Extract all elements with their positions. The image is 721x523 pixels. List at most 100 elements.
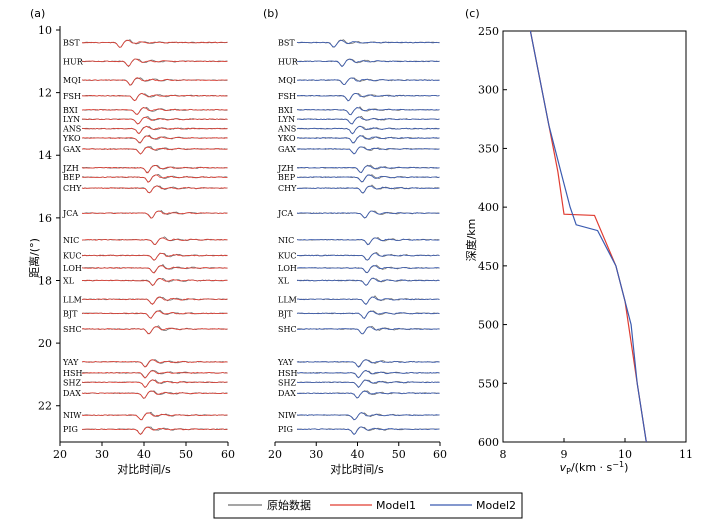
panel-b-station-label: FSH bbox=[278, 92, 296, 101]
panel-b-model-trace bbox=[297, 107, 440, 116]
panel-b-xtick-label: 40 bbox=[351, 448, 365, 461]
legend-observed-label: 原始数据 bbox=[267, 498, 311, 512]
panel-b-model-trace bbox=[296, 252, 440, 261]
panel-a-station-label: LYN bbox=[63, 115, 80, 124]
panel-b-model-trace bbox=[296, 369, 440, 379]
panel-c-plot: 8 9 10 11 250 300 350 400 450 500 550 600 bbox=[478, 25, 693, 461]
panel-b-model-trace bbox=[296, 210, 440, 219]
panel-b-model-trace bbox=[296, 412, 440, 421]
panel-a-observed-trace bbox=[81, 116, 228, 125]
panel-a-observed-trace bbox=[82, 236, 228, 245]
panel-b-xtick-label: 50 bbox=[392, 448, 406, 461]
panel-a-xtick-label: 50 bbox=[179, 448, 193, 461]
panel-a-ytick-label: 20 bbox=[38, 337, 52, 350]
panel-b-observed-trace bbox=[296, 106, 440, 116]
panel-a-model-trace bbox=[81, 326, 228, 335]
panel-b-xtick-label: 20 bbox=[268, 448, 282, 461]
panel-a-station-label: SHC bbox=[63, 325, 82, 334]
panel-b-model-trace bbox=[296, 185, 440, 194]
panel-b-station-label: BXI bbox=[278, 106, 293, 115]
legend: 原始数据 Model1 Model2 bbox=[213, 492, 523, 519]
panel-b-model-trace bbox=[296, 174, 440, 183]
panel-c-xtick-label: 10 bbox=[618, 448, 632, 461]
panel-b-model-trace bbox=[296, 265, 440, 273]
panel-a-plot: 20 30 40 50 6010121416182022BSTHURMQIFSHBXIL… bbox=[38, 24, 235, 461]
panel-c-xlabel: vP/(km · s−1) bbox=[560, 460, 629, 476]
panel-a-observed-trace bbox=[81, 164, 228, 173]
panel-b-station-label: ANS bbox=[277, 125, 296, 134]
panel-a-station-label: NIC bbox=[63, 236, 79, 245]
panel-c-frame bbox=[502, 30, 687, 443]
panel-b-station-label: SHC bbox=[278, 325, 297, 334]
panel-a-model-trace bbox=[81, 165, 228, 174]
panel-b-model-trace bbox=[296, 310, 440, 320]
panel-b-station-label: DAX bbox=[278, 389, 296, 398]
panel-a-model-trace bbox=[81, 106, 228, 115]
panel-a-station-label: GAX bbox=[63, 145, 81, 154]
panel-a-station-label: XL bbox=[63, 276, 75, 285]
panel-a-station-label: JCA bbox=[62, 209, 78, 218]
panel-b-station-label: XL bbox=[278, 276, 290, 285]
panel-b-model-trace bbox=[296, 296, 440, 306]
panel-a-observed-trace bbox=[81, 125, 228, 135]
panel-a-station-label: HUR bbox=[63, 57, 84, 66]
panel-a-observed-trace bbox=[81, 278, 228, 287]
panel-a-station-label: PIG bbox=[63, 425, 78, 434]
panel-c-ytick-label: 250 bbox=[478, 25, 499, 38]
panel-a-model-trace bbox=[81, 379, 228, 388]
panel-b-model-trace bbox=[296, 379, 440, 388]
panel-a-station-label: MQI bbox=[63, 76, 81, 85]
panel-a-observed-trace bbox=[81, 264, 228, 274]
panel-b-model-trace bbox=[297, 58, 440, 68]
panel-b-observed-trace bbox=[296, 295, 440, 305]
panel-a-ylabel: 距离/(°) bbox=[27, 238, 41, 278]
panel-a-ytick-label: 16 bbox=[38, 212, 52, 225]
panel-a-station-label: YKO bbox=[62, 134, 81, 143]
panel-c-ytick-label: 300 bbox=[478, 84, 499, 97]
panel-c-label: (c) bbox=[465, 7, 480, 20]
panel-a-xtick-label: 30 bbox=[95, 448, 109, 461]
panel-b-station-label: YKO bbox=[277, 134, 296, 143]
panel-a-station-label: NIW bbox=[63, 411, 82, 420]
panel-a-observed-trace bbox=[81, 426, 228, 435]
panel-a-station-label: CHY bbox=[63, 184, 82, 193]
panel-b-station-label: JZH bbox=[277, 164, 294, 173]
legend-model1-label: Model1 bbox=[376, 499, 416, 512]
panel-a-xtick-label: 40 bbox=[137, 448, 151, 461]
panel-a-model-trace bbox=[81, 174, 228, 183]
panel-b-station-label: PIG bbox=[278, 425, 293, 434]
panel-a-station-label: BJT bbox=[63, 309, 78, 318]
panel-a-xlabel: 对比时间/s bbox=[117, 462, 171, 476]
panel-a-observed-trace bbox=[81, 146, 228, 155]
panel-a-station-label: KUC bbox=[63, 251, 82, 260]
panel-b-station-label: JCA bbox=[277, 209, 293, 218]
panel-a-model-trace bbox=[82, 265, 228, 274]
panel-a-station-label: LLM bbox=[63, 295, 82, 304]
panel-b-observed-trace bbox=[296, 135, 440, 144]
panel-a-model-trace bbox=[81, 77, 228, 86]
panel-a-observed-trace bbox=[81, 93, 228, 102]
panel-b-label: (b) bbox=[263, 7, 279, 20]
panel-a-model-trace bbox=[82, 370, 228, 379]
panel-b-model-trace bbox=[296, 277, 440, 287]
panel-a-ytick-label: 18 bbox=[38, 274, 52, 287]
panel-c-ytick-label: 500 bbox=[478, 319, 499, 332]
panel-a-station-label: BST bbox=[63, 39, 80, 48]
legend-model2-label: Model2 bbox=[476, 499, 516, 512]
panel-b-station-label: CHY bbox=[278, 184, 297, 193]
panel-a-model-trace bbox=[81, 58, 228, 67]
panel-b-station-label: NIW bbox=[278, 411, 297, 420]
panel-b-model-trace bbox=[296, 237, 440, 246]
panel-a-model-trace bbox=[81, 426, 228, 435]
panel-a-model-trace bbox=[81, 277, 228, 286]
panel-b-station-label: LLM bbox=[278, 295, 297, 304]
panel-b-observed-trace bbox=[296, 252, 440, 261]
panel-b-model-trace bbox=[296, 77, 440, 86]
panel-b-station-label: LYN bbox=[278, 115, 295, 124]
panel-b-observed-trace bbox=[296, 237, 440, 245]
panel-b-model-trace bbox=[296, 390, 440, 399]
panel-a-station-label: BXI bbox=[63, 106, 78, 115]
panel-a-observed-trace bbox=[81, 309, 228, 319]
panel-c-xtick-label: 8 bbox=[500, 448, 507, 461]
panel-a-model-trace bbox=[81, 39, 228, 48]
